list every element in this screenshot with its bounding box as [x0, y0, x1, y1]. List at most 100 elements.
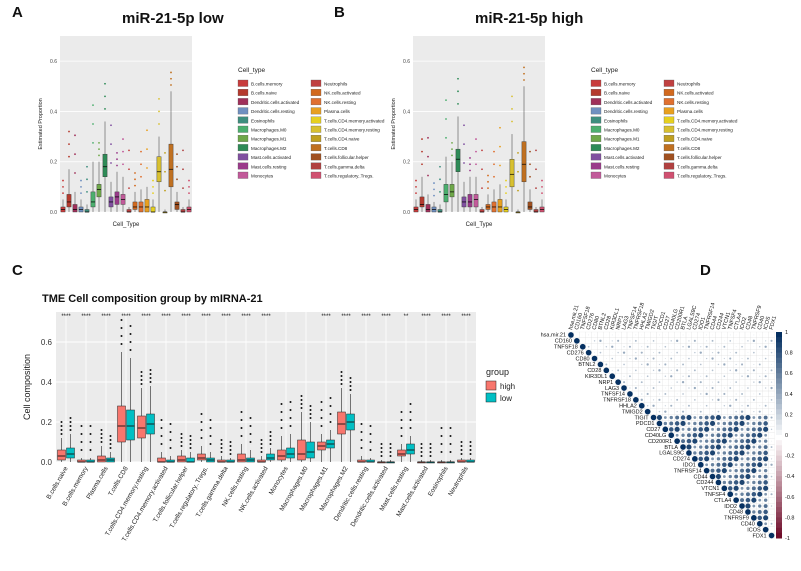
legend-swatch	[663, 171, 675, 179]
heatmap-dot	[715, 479, 722, 486]
heatmap-dot	[751, 515, 757, 521]
outlier-point	[269, 443, 272, 445]
heatmap-dot	[753, 358, 755, 359]
outlier-point	[535, 168, 537, 171]
heatmap-dot	[746, 457, 750, 461]
heatmap-dot	[653, 346, 654, 348]
outlier-point	[449, 435, 452, 437]
outlier-point	[110, 124, 112, 127]
heatmap-dot	[747, 357, 749, 360]
heatmap-dot	[665, 370, 666, 371]
row-label: TNFRSF14	[674, 468, 702, 474]
outlier-point	[439, 178, 441, 181]
heatmap-dot	[763, 504, 768, 509]
heatmap-dot	[658, 381, 661, 383]
legend-swatch	[590, 79, 602, 87]
heatmap-dot	[641, 387, 643, 389]
heatmap-dot	[664, 405, 666, 407]
heatmap-dot	[622, 381, 626, 384]
heatmap-dot	[762, 526, 769, 533]
heatmap-dot	[676, 363, 678, 365]
heatmap-dot	[700, 370, 702, 371]
heatmap-dot	[644, 408, 651, 415]
heatmap-dot	[711, 386, 714, 390]
heatmap-dot	[699, 363, 702, 366]
outlier-point	[220, 447, 223, 449]
heatmap-dot	[741, 405, 743, 407]
heatmap-dot	[721, 485, 728, 492]
heatmap-dot	[609, 373, 616, 380]
row-label: VTCN1	[701, 486, 719, 492]
heatmap-dot	[700, 399, 702, 401]
heatmap-dot	[588, 334, 590, 336]
heatmap-dot	[664, 375, 667, 377]
outlier-point	[400, 419, 403, 421]
outlier-point	[160, 435, 163, 437]
heatmap-dot	[753, 387, 755, 389]
heatmap-dot	[770, 428, 773, 431]
heatmap-dot	[735, 393, 737, 395]
heatmap-dot	[700, 405, 702, 407]
outlier-point	[149, 369, 152, 371]
heatmap-dot	[627, 391, 633, 397]
heatmap-dot	[688, 340, 690, 342]
outlier-point	[80, 185, 82, 188]
outlier-point	[541, 185, 543, 188]
outlier-point	[449, 443, 452, 445]
outlier-point	[189, 439, 192, 441]
legend-swatch	[663, 162, 675, 170]
heatmap-dot	[686, 433, 691, 438]
heatmap-dot	[629, 352, 631, 353]
heatmap-dot	[652, 357, 655, 360]
heatmap-dot	[670, 399, 672, 401]
outlier-point	[86, 178, 88, 181]
outlier-point	[122, 150, 124, 153]
heatmap-dot	[706, 411, 707, 412]
heatmap-dot	[746, 451, 750, 455]
heatmap-dot	[699, 415, 703, 420]
colorbar-tick-label: 0.4	[785, 392, 793, 398]
heatmap-dot	[753, 375, 755, 377]
outlier-point	[164, 152, 166, 154]
significance-label: ****	[441, 314, 451, 320]
outlier-point	[499, 126, 501, 129]
heatmap-dot	[763, 421, 768, 426]
outlier-point	[182, 168, 184, 171]
outlier-point	[140, 375, 143, 377]
heatmap-dot	[771, 423, 772, 424]
legend-swatch	[310, 89, 322, 96]
significance-label: ****	[121, 314, 131, 320]
colorbar-tick-label: 0.2	[785, 412, 793, 418]
outlier-point	[309, 405, 312, 407]
heatmap-dot	[722, 416, 726, 419]
outlier-point	[329, 413, 332, 415]
outlier-point	[100, 441, 103, 443]
box	[156, 156, 162, 183]
heatmap-dot	[576, 334, 578, 336]
heatmap-dot	[656, 415, 662, 421]
legend-swatch	[663, 153, 675, 161]
heatmap-dot	[700, 358, 702, 359]
heatmap-dot	[763, 415, 768, 420]
colorbar-segment	[776, 352, 782, 359]
row-label: TNFSF14	[601, 392, 625, 398]
heatmap-dot	[741, 358, 743, 360]
outlier-point	[69, 417, 72, 419]
outlier-point	[80, 441, 83, 443]
heatmap-dot	[591, 355, 598, 362]
heatmap-dot	[668, 432, 675, 439]
heatmap-dot	[711, 427, 714, 431]
outlier-point	[158, 123, 160, 125]
heatmap-dot	[771, 440, 772, 442]
heatmap-dot	[694, 334, 696, 336]
y-tick-label: 0.0	[50, 210, 57, 216]
outlier-point	[92, 104, 94, 107]
heatmap-dot	[711, 357, 714, 360]
heatmap-dot	[735, 363, 737, 366]
heatmap-dot	[723, 357, 725, 360]
heatmap-dot	[710, 439, 715, 444]
outlier-point	[487, 174, 489, 177]
column-label: ICOS	[763, 316, 772, 331]
heatmap-dot	[711, 339, 714, 342]
heatmap-dot	[621, 385, 627, 391]
